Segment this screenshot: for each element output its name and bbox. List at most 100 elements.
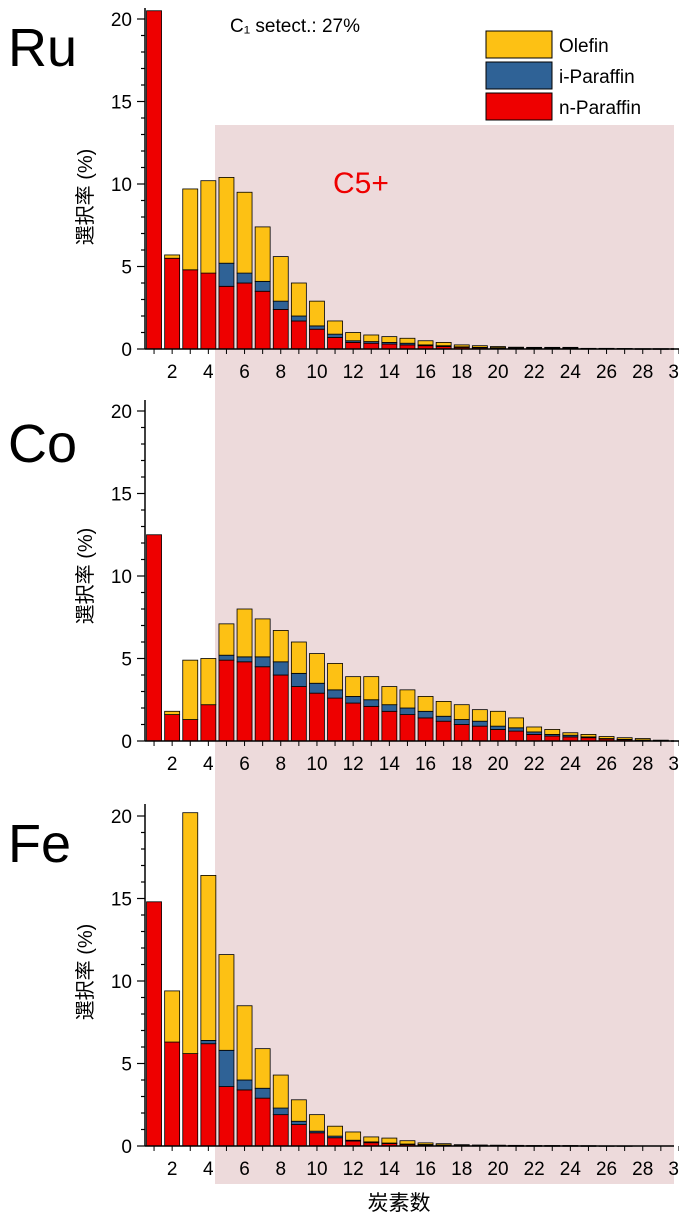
- x-tick-label-fe-30: 30: [668, 1159, 679, 1180]
- x-tick-label-ru-28: 28: [632, 362, 653, 383]
- x-tick-label-fe-16: 16: [415, 1159, 436, 1180]
- bar-fe-c6-i-paraffin: [236, 1079, 253, 1091]
- bar-fe-c3-n-paraffin: [182, 1053, 199, 1147]
- bar-fe-c8-olefin: [272, 1074, 289, 1109]
- x-tick-label-fe-4: 4: [203, 1159, 214, 1180]
- bar-co-c28-olefin: [634, 738, 651, 741]
- bar-co-c20-i-paraffin: [490, 725, 506, 730]
- bar-fe-c11-n-paraffin: [327, 1137, 343, 1147]
- bar-co-c26-olefin: [598, 736, 615, 739]
- bar-ru-c13-n-paraffin: [363, 342, 380, 350]
- legend-swatch-olefin: [485, 30, 553, 59]
- x-tick-label-ru-10: 10: [306, 362, 327, 383]
- bar-co-c9-olefin: [290, 641, 307, 674]
- y-tick-label-fe-0: 0: [121, 1137, 132, 1158]
- bar-co-c12-n-paraffin: [345, 702, 362, 742]
- bar-co-c17-olefin: [435, 701, 452, 717]
- bar-ru-c10-olefin: [309, 300, 325, 327]
- bar-co-c22-olefin: [526, 726, 543, 733]
- panel-title-fe: Fe: [8, 814, 71, 874]
- bar-co-c8-olefin: [272, 630, 289, 663]
- legend-label-n-paraffin: n-Paraffin: [559, 98, 641, 119]
- x-tick-label-fe-6: 6: [239, 1159, 250, 1180]
- bar-co-c11-i-paraffin: [327, 689, 343, 699]
- bar-fe-c9-olefin: [290, 1099, 307, 1122]
- y-tick-label-co-10: 10: [111, 567, 132, 588]
- bar-co-c5-i-paraffin: [218, 654, 235, 661]
- bar-ru-c17-olefin: [435, 341, 452, 347]
- x-tick-label-ru-12: 12: [343, 362, 364, 383]
- x-tick-label-ru-18: 18: [451, 362, 472, 383]
- bar-co-c5-n-paraffin: [218, 659, 235, 742]
- bar-ru-c6-olefin: [236, 191, 253, 274]
- bar-ru-c14-olefin: [381, 336, 398, 343]
- bar-fe-c7-i-paraffin: [254, 1087, 271, 1099]
- x-tick-label-fe-2: 2: [167, 1159, 178, 1180]
- bar-ru-c8-i-paraffin: [272, 300, 289, 310]
- x-tick-label-fe-28: 28: [632, 1159, 653, 1180]
- bar-fe-c9-n-paraffin: [290, 1124, 307, 1147]
- bar-co-c4-n-paraffin: [200, 704, 217, 742]
- bar-ru-c9-n-paraffin: [290, 320, 307, 350]
- x-tick-label-co-26: 26: [596, 754, 617, 775]
- text-layer: 0510152024681012141618202224262830051015…: [111, 10, 679, 1180]
- bar-co-c9-n-paraffin: [290, 686, 307, 742]
- bar-co-c20-olefin: [490, 710, 506, 727]
- y-tick-label-fe-20: 20: [111, 807, 132, 828]
- x-tick-label-fe-26: 26: [596, 1159, 617, 1180]
- bar-co-c23-olefin: [544, 729, 561, 735]
- bar-ru-c6-n-paraffin: [236, 282, 253, 350]
- bar-fe-c1-n-paraffin: [146, 901, 162, 1147]
- bar-co-c6-n-paraffin: [236, 661, 253, 742]
- bar-ru-c15-olefin: [399, 337, 416, 344]
- bar-ru-c3-olefin: [182, 188, 199, 271]
- bar-ru-c23-olefin: [544, 346, 561, 349]
- bar-co-c3-n-paraffin: [182, 719, 199, 742]
- bar-ru-c12-n-paraffin: [345, 341, 362, 350]
- bar-co-c9-i-paraffin: [290, 672, 307, 687]
- y-tick-label-co-20: 20: [111, 402, 132, 423]
- bar-co-c16-n-paraffin: [417, 717, 434, 742]
- y-tick-label-co-0: 0: [121, 732, 132, 753]
- bar-co-c7-i-paraffin: [254, 656, 271, 668]
- bar-fe-c5-n-paraffin: [218, 1086, 235, 1147]
- bar-ru-c7-i-paraffin: [254, 280, 271, 292]
- bar-ru-c2-olefin: [164, 254, 181, 259]
- bar-fe-c8-i-paraffin: [272, 1107, 289, 1116]
- bar-co-c25-olefin: [580, 734, 597, 738]
- bar-fe-c4-olefin: [200, 875, 217, 1041]
- bar-ru-c7-n-paraffin: [254, 290, 271, 350]
- bar-fe-c2-olefin: [164, 990, 181, 1043]
- x-tick-label-co-22: 22: [524, 754, 545, 775]
- bar-co-c2-n-paraffin: [164, 714, 181, 742]
- x-tick-label-co-16: 16: [415, 754, 436, 775]
- x-axis-label: 炭素数: [368, 1192, 431, 1215]
- bar-co-c14-n-paraffin: [381, 710, 398, 742]
- bars-layer: [146, 10, 679, 1147]
- bar-co-c14-i-paraffin: [381, 704, 398, 712]
- bar-co-c2-olefin: [164, 710, 181, 715]
- legend-label-i-paraffin: i-Paraffin: [559, 67, 635, 88]
- bar-ru-c9-olefin: [290, 282, 307, 317]
- bar-co-c24-olefin: [562, 732, 579, 736]
- legend-label-olefin: Olefin: [559, 36, 609, 57]
- bar-co-c17-i-paraffin: [435, 715, 452, 722]
- legend-swatch-i-paraffin: [485, 61, 553, 90]
- bar-fe-c14-olefin: [381, 1137, 398, 1144]
- x-tick-label-co-10: 10: [306, 754, 327, 775]
- bar-co-c7-olefin: [254, 618, 271, 658]
- x-tick-label-fe-8: 8: [275, 1159, 286, 1180]
- x-tick-label-ru-24: 24: [560, 362, 582, 383]
- x-tick-label-ru-4: 4: [203, 362, 214, 383]
- x-tick-label-co-12: 12: [343, 754, 364, 775]
- bar-co-c8-i-paraffin: [272, 661, 289, 676]
- bar-co-c13-n-paraffin: [363, 705, 380, 742]
- bar-ru-c10-i-paraffin: [309, 325, 325, 330]
- x-tick-label-co-2: 2: [167, 754, 178, 775]
- bar-fe-c4-i-paraffin: [200, 1040, 217, 1045]
- y-tick-label-ru-15: 15: [111, 93, 132, 114]
- y-axis-label-ru: 選択率 (%): [74, 149, 97, 246]
- bar-fe-c15-olefin: [399, 1140, 416, 1145]
- x-tick-label-ru-26: 26: [596, 362, 617, 383]
- bar-co-c21-i-paraffin: [508, 727, 524, 732]
